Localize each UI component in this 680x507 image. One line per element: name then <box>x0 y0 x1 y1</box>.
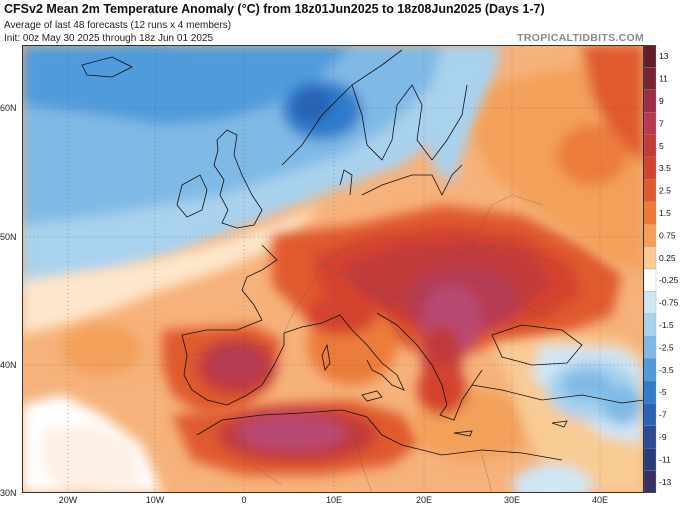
colorbar-swatch <box>644 470 657 493</box>
lon-label-20w: 20W <box>58 495 78 505</box>
lat-label-60n: 60N <box>0 103 17 113</box>
country-borders <box>191 194 563 493</box>
colorbar-swatch <box>644 425 657 449</box>
warm-anomaly-northeast <box>472 45 644 275</box>
colorbar-label: 7 <box>659 118 664 128</box>
colorbar-label: 0.75 <box>659 230 676 240</box>
colorbar-swatch <box>644 134 657 158</box>
colorbar-label: 2.5 <box>659 186 671 196</box>
colorbar-label: 9 <box>659 96 664 106</box>
colorbar-label: 1.5 <box>659 208 671 218</box>
colorbar-swatch <box>644 224 657 247</box>
colorbar-swatch <box>644 89 657 113</box>
colorbar-swatch <box>644 291 657 314</box>
colorbar-label: -7 <box>659 410 667 420</box>
colorbar-label: 11 <box>659 74 668 84</box>
coastlines <box>81 49 644 461</box>
cold-anomaly-region-east <box>492 335 644 493</box>
colorbar-swatch <box>644 380 657 404</box>
colorbar-label: -5 <box>659 387 667 397</box>
colorbar-label: -2.5 <box>659 342 674 352</box>
colorbar-swatch <box>644 448 657 471</box>
lon-label-10w: 10W <box>145 495 165 505</box>
colorbar-swatch <box>644 268 657 292</box>
warm-anomaly-iberia <box>162 325 282 415</box>
map-frame <box>22 45 644 493</box>
lat-label-40n: 40N <box>0 360 17 370</box>
colorbar-label: -11 <box>659 454 671 464</box>
colorbar-swatch <box>644 156 657 180</box>
brand-watermark: TROPICALTIDBITS.COM <box>517 32 644 44</box>
colorbar-swatch <box>644 313 657 337</box>
map-subtitle-init: Init: 00z May 30 2025 through 18z Jun 01… <box>4 33 214 44</box>
colorbar-label: -3.5 <box>659 365 674 375</box>
temperature-anomaly-map <box>22 45 644 493</box>
colorbar-label: -13 <box>659 477 672 487</box>
lat-label-50n: 50N <box>0 232 17 242</box>
colorbar-swatch <box>644 201 657 225</box>
colorbar-label: -0.25 <box>659 275 679 285</box>
neutral-anomaly-band <box>22 205 322 493</box>
colorbar-swatch <box>644 67 657 90</box>
colorbar-label: 13 <box>659 51 669 61</box>
lat-lon-grid <box>22 45 644 493</box>
colorbar-label: 5 <box>659 141 664 151</box>
colorbar-legend: 13 11 9 7 5 3.5 2.5 1.5 0.75 0.25 -0.25 -0.75 -1.5 -2… <box>644 45 679 493</box>
colorbar-swatch <box>644 358 657 382</box>
lon-label-40e: 40E <box>591 495 609 505</box>
warm-anomaly-north-africa <box>172 400 422 475</box>
colorbar-swatch <box>644 179 657 202</box>
cold-anomaly-region-north <box>22 45 502 295</box>
lon-label-10e: 10E <box>325 495 343 505</box>
colorbar-swatch <box>644 336 657 359</box>
colorbar-swatch <box>644 112 657 135</box>
colorbar-label: -1.5 <box>659 320 674 330</box>
lon-label-30e: 30E <box>503 495 521 505</box>
colorbar-label: -0.75 <box>659 298 679 308</box>
colorbar-swatch <box>644 403 657 426</box>
map-subtitle-forecasts: Average of last 48 forecasts (12 runs x … <box>4 20 232 31</box>
lon-label-20e: 20E <box>415 495 433 505</box>
colorbar-label: 3.5 <box>659 163 671 173</box>
warm-anomaly-atlantic <box>62 325 142 375</box>
map-title: CFSv2 Mean 2m Temperature Anomaly (°C) f… <box>4 2 545 16</box>
colorbar-label: -9 <box>659 432 667 442</box>
colorbar-label: 0.25 <box>659 253 676 263</box>
warm-anomaly-mediterranean <box>307 295 532 460</box>
colorbar-swatch <box>644 45 657 68</box>
lat-label-30n: 30N <box>0 488 17 498</box>
lon-label-0: 0 <box>241 495 247 505</box>
colorbar-swatch <box>644 246 657 270</box>
